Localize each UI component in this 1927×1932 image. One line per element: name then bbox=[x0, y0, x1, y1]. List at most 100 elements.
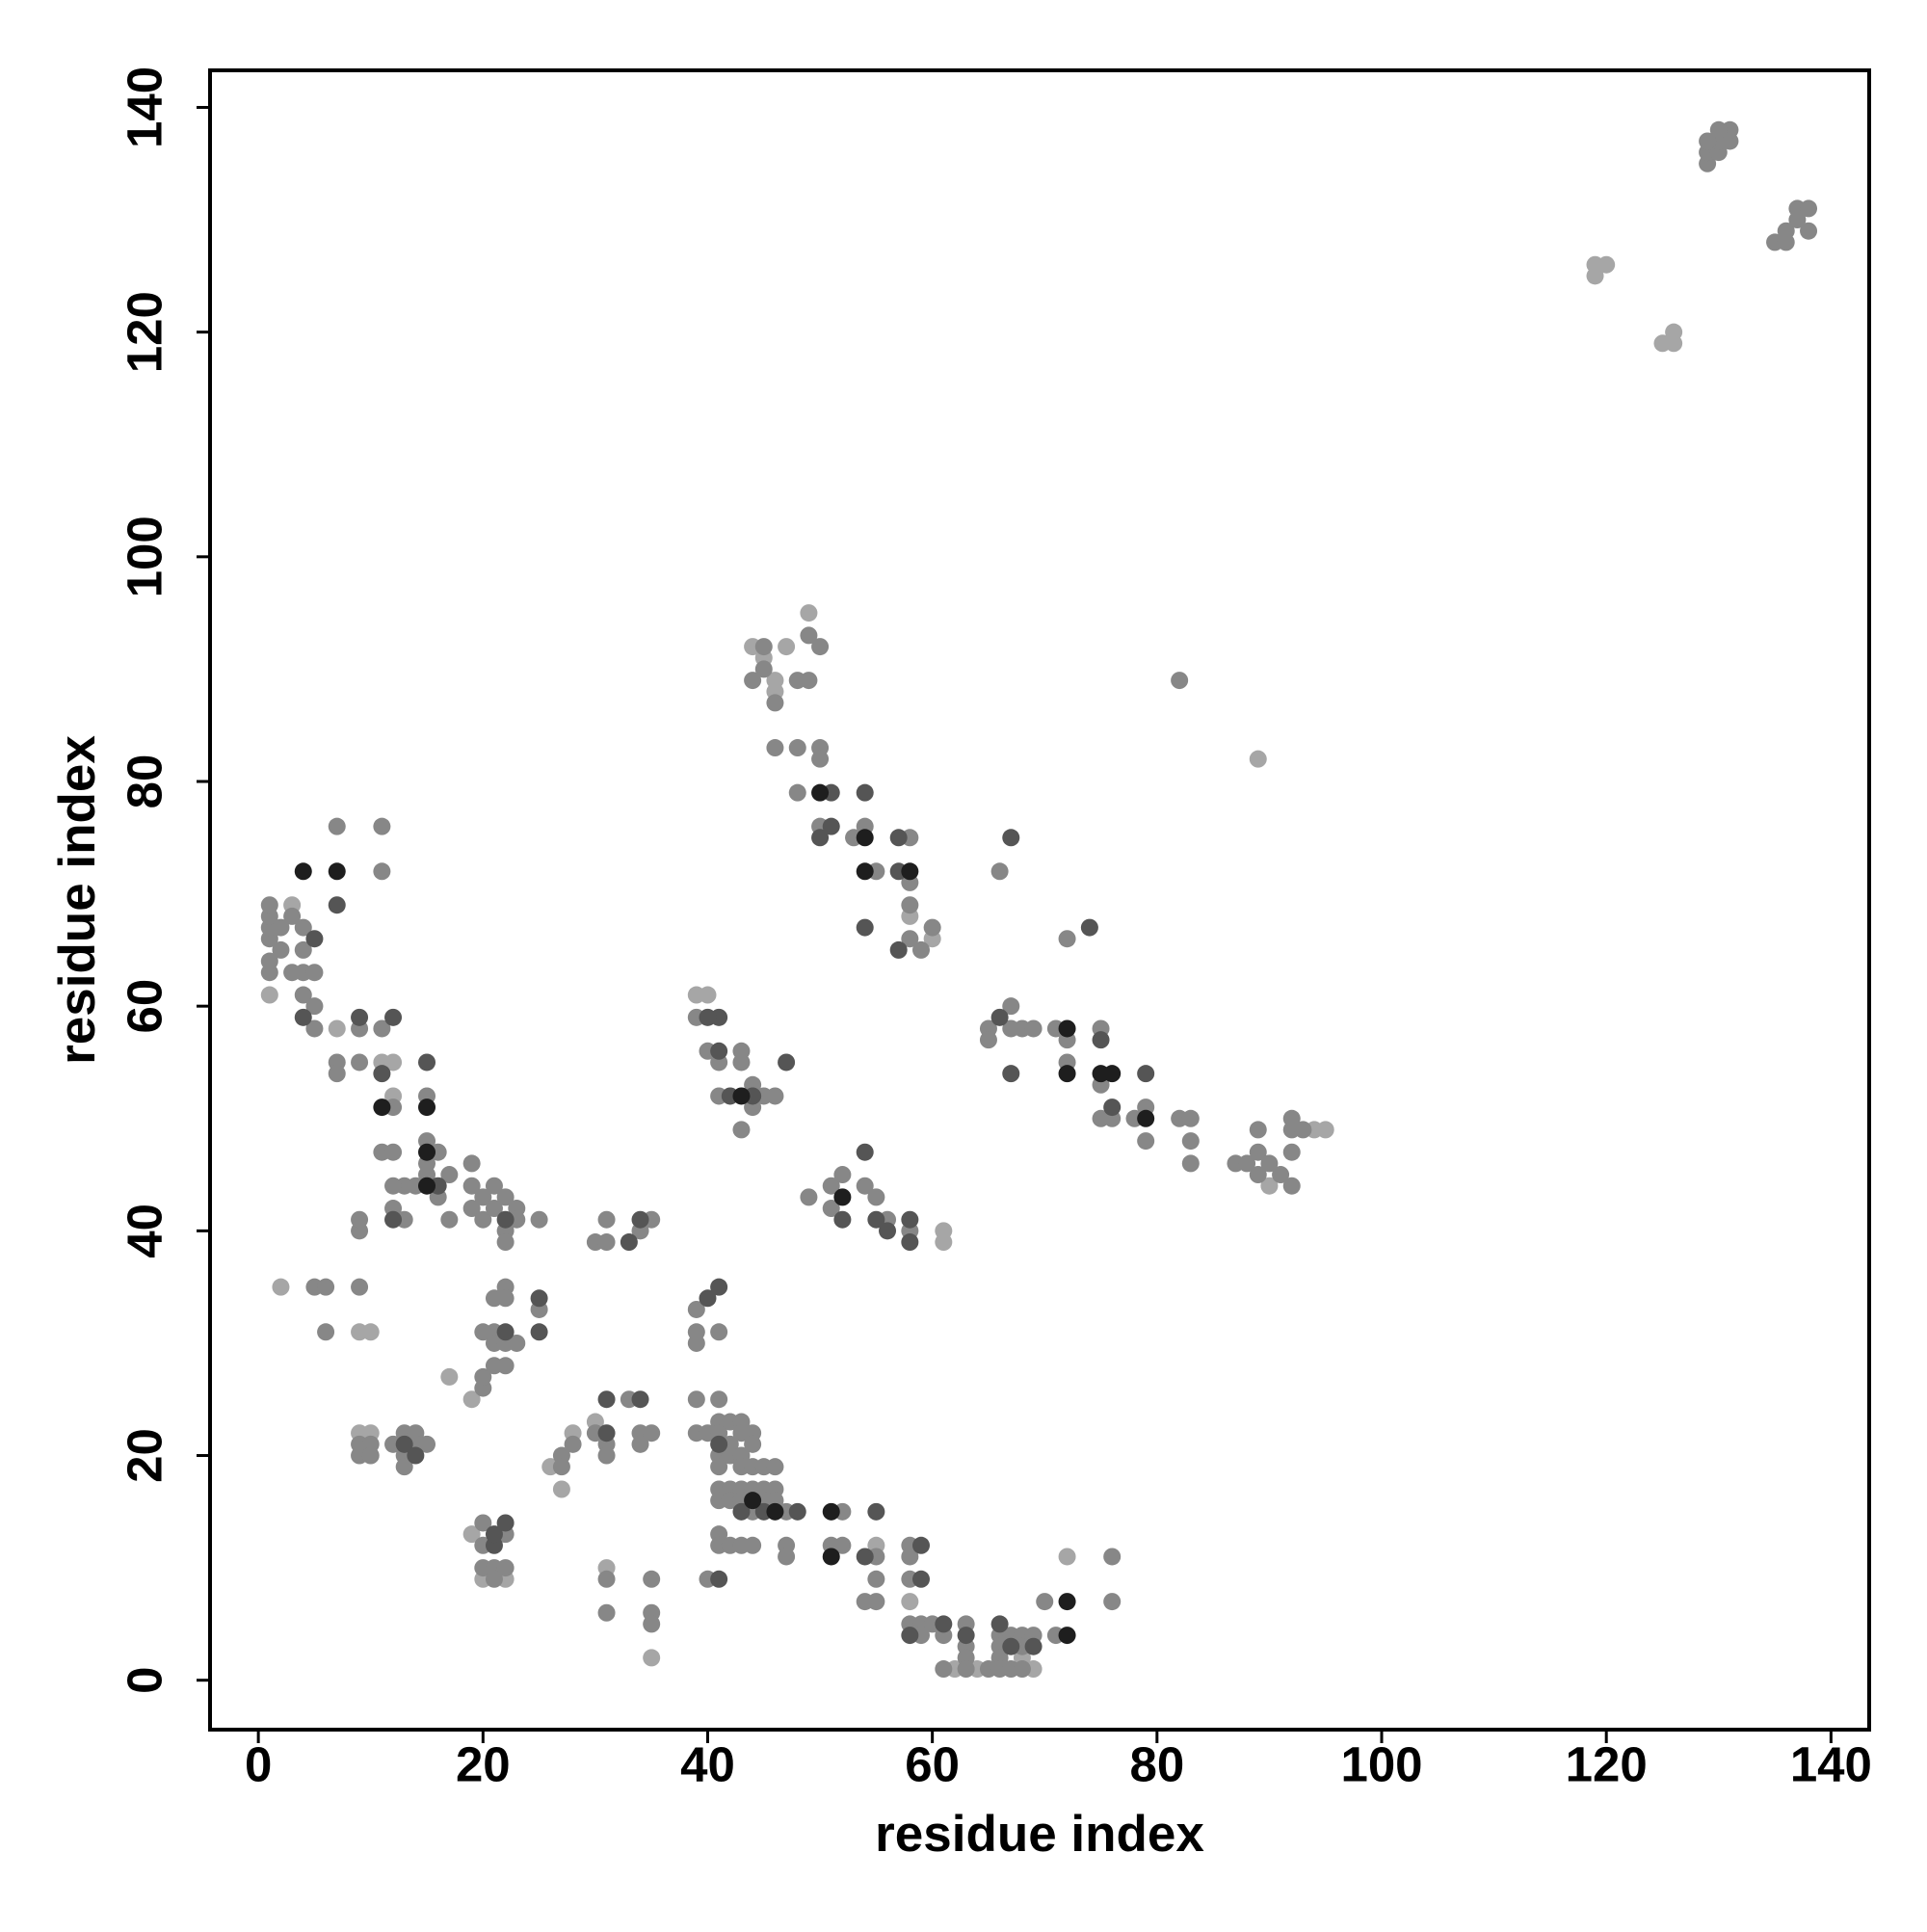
y-tick-label: 100 bbox=[117, 516, 172, 597]
point bbox=[530, 1210, 548, 1229]
point bbox=[923, 918, 941, 937]
point bbox=[418, 1177, 436, 1195]
point bbox=[1249, 750, 1267, 768]
point bbox=[766, 672, 784, 690]
point bbox=[496, 1357, 515, 1375]
point bbox=[1103, 1593, 1122, 1611]
point bbox=[744, 1492, 762, 1510]
point bbox=[766, 1458, 784, 1476]
x-tick-label: 40 bbox=[680, 1736, 735, 1791]
point bbox=[373, 817, 391, 835]
point bbox=[811, 829, 830, 847]
point bbox=[1282, 1143, 1301, 1161]
point bbox=[732, 1121, 751, 1139]
point bbox=[272, 1278, 290, 1296]
point bbox=[351, 1053, 369, 1072]
point bbox=[699, 1008, 717, 1026]
point bbox=[474, 1367, 492, 1386]
point bbox=[496, 1188, 515, 1206]
point bbox=[361, 1446, 380, 1465]
point bbox=[1260, 1177, 1279, 1195]
point bbox=[889, 829, 908, 847]
point bbox=[474, 1514, 492, 1532]
point bbox=[328, 817, 346, 835]
point bbox=[440, 1210, 459, 1229]
point bbox=[901, 896, 919, 914]
point bbox=[552, 1458, 570, 1476]
point bbox=[867, 1188, 885, 1206]
point bbox=[373, 1019, 391, 1038]
point bbox=[1800, 222, 1818, 240]
point bbox=[260, 986, 278, 1004]
point bbox=[766, 1087, 784, 1105]
point bbox=[1058, 1627, 1076, 1645]
point bbox=[833, 1536, 852, 1554]
point bbox=[699, 1289, 717, 1308]
point bbox=[710, 1570, 728, 1588]
point bbox=[1036, 1593, 1054, 1611]
point bbox=[361, 1323, 380, 1341]
point bbox=[485, 1177, 503, 1195]
x-tick-label: 80 bbox=[1129, 1736, 1184, 1791]
point bbox=[395, 1458, 413, 1476]
point bbox=[1002, 829, 1020, 847]
x-tick-label: 60 bbox=[905, 1736, 960, 1791]
point bbox=[1024, 1019, 1043, 1038]
point bbox=[1171, 672, 1189, 690]
point bbox=[1800, 199, 1818, 218]
point bbox=[305, 964, 324, 982]
point bbox=[856, 1143, 874, 1161]
y-tick-label: 40 bbox=[117, 1204, 172, 1258]
point bbox=[800, 672, 818, 690]
point bbox=[1249, 1121, 1267, 1139]
point bbox=[778, 1053, 796, 1072]
point bbox=[1058, 1019, 1076, 1038]
point bbox=[530, 1323, 548, 1341]
point bbox=[395, 1435, 413, 1453]
point bbox=[418, 1098, 436, 1117]
point bbox=[889, 940, 908, 959]
point bbox=[597, 1570, 616, 1588]
point bbox=[351, 1278, 369, 1296]
point bbox=[822, 1502, 840, 1521]
point bbox=[856, 1548, 874, 1566]
point bbox=[1103, 1065, 1122, 1083]
point bbox=[766, 1502, 784, 1521]
point bbox=[384, 1053, 403, 1072]
point bbox=[778, 1548, 796, 1566]
point bbox=[643, 1615, 661, 1633]
point bbox=[643, 1649, 661, 1667]
point bbox=[305, 1019, 324, 1038]
point bbox=[283, 907, 302, 925]
point bbox=[766, 694, 784, 712]
point bbox=[351, 1008, 369, 1026]
point bbox=[1002, 1637, 1020, 1655]
point bbox=[1013, 1660, 1031, 1679]
point bbox=[912, 940, 930, 959]
point bbox=[935, 1233, 953, 1252]
point bbox=[1709, 120, 1728, 139]
point bbox=[508, 1334, 526, 1352]
point bbox=[384, 1177, 403, 1195]
point bbox=[856, 862, 874, 881]
x-tick-label: 100 bbox=[1340, 1736, 1422, 1791]
point bbox=[496, 1233, 515, 1252]
point bbox=[788, 1502, 806, 1521]
point bbox=[1002, 1065, 1020, 1083]
point bbox=[328, 862, 346, 881]
point bbox=[631, 1435, 649, 1453]
point bbox=[687, 1300, 705, 1318]
point bbox=[833, 1188, 852, 1206]
point bbox=[384, 1143, 403, 1161]
point bbox=[867, 1210, 885, 1229]
point bbox=[485, 1525, 503, 1544]
point bbox=[1181, 1154, 1200, 1173]
point bbox=[351, 1210, 369, 1229]
point bbox=[1181, 1109, 1200, 1127]
point bbox=[1137, 1132, 1155, 1151]
point bbox=[901, 930, 919, 948]
point bbox=[1777, 233, 1795, 251]
point bbox=[990, 862, 1009, 881]
point bbox=[1249, 1143, 1267, 1161]
point bbox=[597, 1210, 616, 1229]
